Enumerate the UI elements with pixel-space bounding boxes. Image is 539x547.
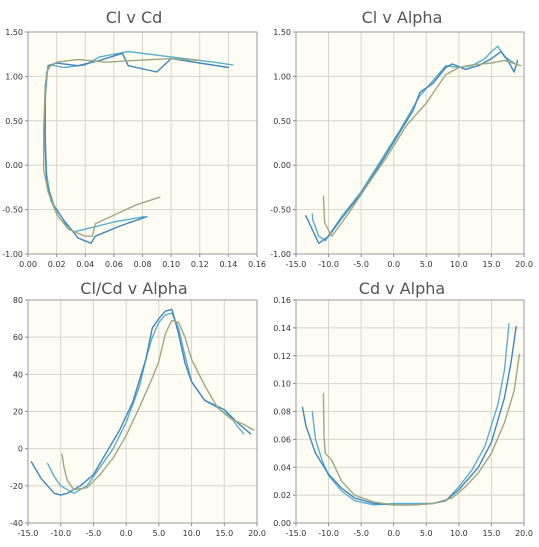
y-tick-label: 0.06 bbox=[273, 435, 291, 444]
x-tick-label: -5.0 bbox=[353, 260, 369, 269]
y-tick-label: 0.04 bbox=[273, 463, 291, 472]
y-tick-label: 1.00 bbox=[273, 72, 291, 81]
y-tick-label: 0.08 bbox=[273, 408, 291, 417]
x-tick-label: -5.0 bbox=[86, 529, 102, 538]
x-tick-label: 0.06 bbox=[105, 260, 123, 269]
y-tick-label: 0.16 bbox=[273, 296, 291, 305]
plot-frame bbox=[27, 31, 258, 255]
x-tick-label: 10.0 bbox=[450, 529, 468, 538]
y-tick-label: -1.00 bbox=[270, 250, 291, 259]
x-tick-label: 10.0 bbox=[450, 260, 468, 269]
x-tick-label: 10.0 bbox=[183, 529, 201, 538]
y-tick-label: 0.12 bbox=[273, 352, 291, 361]
y-tick-label: 0.50 bbox=[273, 117, 291, 126]
series-line-1 bbox=[305, 50, 519, 244]
x-tick-label: 0.16 bbox=[248, 260, 266, 269]
x-tick-label: 0.0 bbox=[387, 529, 400, 538]
x-tick-label: 0.04 bbox=[76, 260, 94, 269]
x-tick-label: 15.0 bbox=[215, 529, 233, 538]
y-tick-label: 0 bbox=[18, 445, 23, 454]
chart-panel-1: Cl v Alpha -15.0 -10.0 -5.0 0.0 5.0 10.0 15.0 20… bbox=[270, 8, 533, 269]
x-tick-label: -15.0 bbox=[286, 529, 307, 538]
x-tick-label: 20.0 bbox=[515, 529, 533, 538]
plot-frame bbox=[295, 31, 525, 255]
chart-panel-2: Cl/Cd v Alpha -15.0 -10.0 -5.0 0.0 5.0 10.0 15.… bbox=[10, 279, 266, 538]
x-tick-label: 5.0 bbox=[420, 260, 433, 269]
y-tick-label: 40 bbox=[13, 370, 23, 379]
y-tick-label: 1.00 bbox=[5, 72, 23, 81]
x-tick-label: -15.0 bbox=[286, 260, 307, 269]
y-tick-label: 0.00 bbox=[5, 161, 23, 170]
plot-frame bbox=[295, 299, 525, 524]
series-line-2 bbox=[322, 59, 522, 237]
x-tick-label: 5.0 bbox=[152, 529, 165, 538]
chart-title: Cd v Alpha bbox=[359, 279, 445, 298]
x-tick-label: 0.02 bbox=[48, 260, 66, 269]
y-tick-label: -40 bbox=[10, 519, 23, 528]
series-line-2 bbox=[322, 353, 521, 506]
x-tick-label: -10.0 bbox=[318, 529, 339, 538]
y-tick-label: -1.00 bbox=[2, 250, 23, 259]
series-line-2 bbox=[43, 57, 201, 237]
x-tick-label: 15.0 bbox=[483, 529, 501, 538]
x-tick-label: 5.0 bbox=[420, 529, 433, 538]
y-tick-label: 0.00 bbox=[273, 519, 291, 528]
x-tick-label: 0.00 bbox=[19, 260, 37, 269]
x-tick-label: 15.0 bbox=[483, 260, 501, 269]
y-tick-label: 0.02 bbox=[273, 491, 291, 500]
x-tick-label: 0.0 bbox=[120, 529, 133, 538]
x-tick-label: 20.0 bbox=[248, 529, 266, 538]
y-tick-label: 0.50 bbox=[5, 117, 23, 126]
x-tick-label: 0.14 bbox=[219, 260, 237, 269]
y-tick-label: 0.10 bbox=[273, 380, 291, 389]
x-tick-label: 0.0 bbox=[387, 260, 400, 269]
x-tick-label: -15.0 bbox=[18, 529, 39, 538]
chart-panel-3: Cd v Alpha -15.0 -10.0 -5.0 0.0 5.0 10.0 15.0 20… bbox=[273, 279, 533, 538]
plot-frame bbox=[27, 299, 258, 524]
y-tick-label: 1.50 bbox=[273, 28, 291, 37]
y-tick-label: -0.50 bbox=[270, 206, 291, 215]
chart-title: Cl v Cd bbox=[106, 8, 163, 27]
chart-title: Cl v Alpha bbox=[362, 8, 443, 27]
x-tick-label: 0.10 bbox=[162, 260, 180, 269]
y-tick-label: 0.00 bbox=[273, 161, 291, 170]
chart-title: Cl/Cd v Alpha bbox=[80, 279, 187, 298]
y-tick-label: 60 bbox=[13, 333, 23, 342]
y-tick-label: 20 bbox=[13, 408, 23, 417]
x-tick-label: 0.08 bbox=[134, 260, 152, 269]
y-tick-label: 0.14 bbox=[273, 324, 291, 333]
y-tick-label: -20 bbox=[10, 482, 23, 491]
series-line-2 bbox=[61, 319, 255, 491]
y-tick-label: 80 bbox=[13, 296, 23, 305]
x-tick-label: -10.0 bbox=[318, 260, 339, 269]
x-tick-label: 20.0 bbox=[515, 260, 533, 269]
y-tick-label: -0.50 bbox=[2, 206, 23, 215]
x-tick-label: -10.0 bbox=[50, 529, 71, 538]
series-line-1 bbox=[30, 308, 252, 496]
x-tick-label: -5.0 bbox=[353, 529, 369, 538]
y-tick-label: 1.50 bbox=[5, 28, 23, 37]
plot-area bbox=[295, 31, 525, 255]
chart-panel-0: Cl v Cd 0.00 0.02 0.04 0.06 0.08 0.10 0.12 0.14 0… bbox=[2, 8, 266, 269]
x-tick-label: 0.12 bbox=[191, 260, 209, 269]
